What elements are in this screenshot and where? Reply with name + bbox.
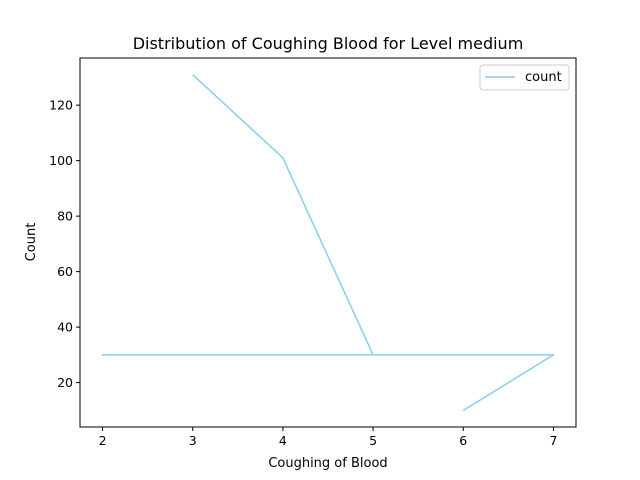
x-tick-label: 3 (189, 433, 197, 448)
legend: count (479, 64, 570, 91)
y-tick-label: 40 (57, 320, 73, 335)
x-tick-label: 5 (369, 433, 377, 448)
plot-area (79, 57, 577, 428)
x-tick-label: 4 (279, 433, 287, 448)
series-lines (101, 74, 555, 411)
legend-label-count: count (525, 70, 562, 85)
y-axis-label: Count (24, 223, 39, 262)
y-tick-label: 60 (57, 264, 73, 279)
x-tick-label: 6 (459, 433, 467, 448)
x-axis-label: Coughing of Blood (268, 456, 387, 471)
y-tick-label: 20 (57, 375, 73, 390)
series-line-count (101, 74, 555, 411)
x-tick-label: 2 (99, 433, 107, 448)
y-tick-label: 100 (49, 153, 73, 168)
y-tick-label: 80 (57, 209, 73, 224)
chart-title: Distribution of Coughing Blood for Level… (133, 34, 524, 53)
y-axis-ticks: 20 40 60 80 100 120 (49, 98, 80, 390)
x-tick-label: 7 (549, 433, 557, 448)
x-axis-ticks: 2 3 4 5 6 7 (99, 427, 557, 448)
axes-frame (79, 57, 577, 428)
legend-box (479, 64, 570, 91)
y-tick-label: 120 (49, 98, 73, 113)
